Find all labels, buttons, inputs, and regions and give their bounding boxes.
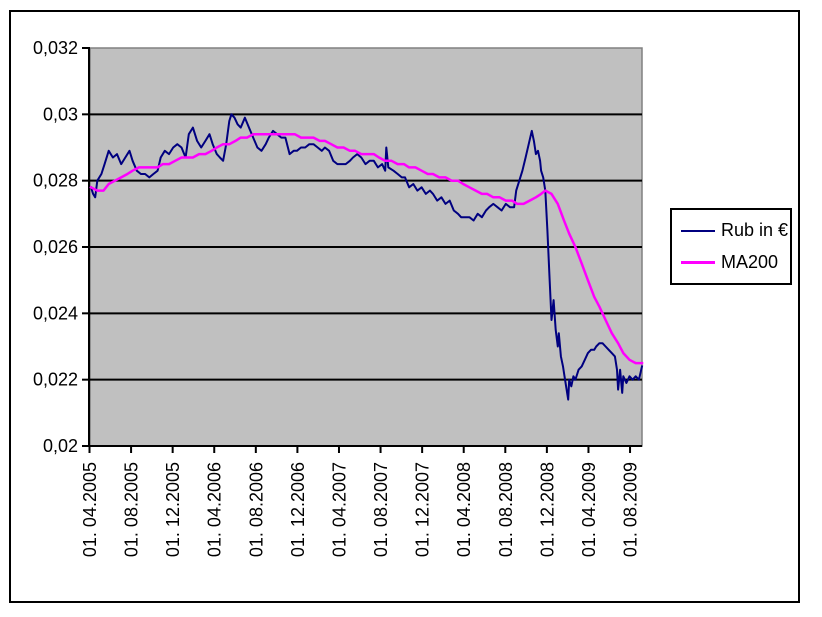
x-axis-label: 01. 12.2006 bbox=[288, 462, 308, 557]
x-axis-label: 01. 08.2007 bbox=[371, 462, 391, 557]
x-axis-label: 01. 08.2005 bbox=[122, 462, 142, 557]
y-axis-label: 0,02 bbox=[43, 436, 78, 456]
x-axis-label: 01. 08.2006 bbox=[246, 462, 266, 557]
legend-label-ma200: MA200 bbox=[721, 251, 779, 272]
gridlines bbox=[90, 113, 642, 381]
legend-line-rub-icon bbox=[681, 229, 715, 232]
x-axis: 01. 04.2005 01. 08.2005 01. 12.2005 01. 04.… bbox=[80, 446, 641, 557]
y-axis-label: 0,032 bbox=[33, 38, 78, 58]
x-axis-label: 01. 08.2008 bbox=[496, 462, 516, 557]
x-axis-label: 01. 12.2005 bbox=[163, 462, 183, 557]
series-lines bbox=[89, 113, 644, 401]
x-axis-label: 01. 04.2009 bbox=[579, 462, 599, 557]
x-axis-label: 01. 12.2008 bbox=[537, 462, 557, 557]
legend-box: Rub in € MA200 bbox=[670, 208, 792, 285]
y-axis-label: 0,028 bbox=[33, 171, 78, 191]
legend-entry-ma200: MA200 bbox=[672, 252, 790, 273]
y-axis-label: 0,024 bbox=[33, 303, 78, 323]
y-axis: 0,032 0,03 0,028 0,026 0,024 0,022 0,02 bbox=[33, 38, 89, 456]
x-axis-label: 01. 04.2007 bbox=[329, 462, 349, 557]
y-axis-label: 0,026 bbox=[33, 237, 78, 257]
legend-label-rub: Rub in € bbox=[721, 220, 789, 241]
legend-entry-rub: Rub in € bbox=[672, 220, 790, 241]
y-axis-label: 0,03 bbox=[43, 104, 78, 124]
x-axis-label: 01. 12.2007 bbox=[413, 462, 433, 557]
x-axis-label: 01. 04.2006 bbox=[205, 462, 225, 557]
legend-line-ma200-icon bbox=[681, 260, 715, 264]
series-line-ma200 bbox=[89, 132, 644, 365]
x-axis-label: 01. 08.2009 bbox=[621, 462, 641, 557]
y-axis-label: 0,022 bbox=[33, 370, 78, 390]
series-line-rub bbox=[89, 113, 644, 401]
x-axis-label: 01. 04.2005 bbox=[80, 462, 100, 557]
x-axis-label: 01. 04.2008 bbox=[454, 462, 474, 557]
